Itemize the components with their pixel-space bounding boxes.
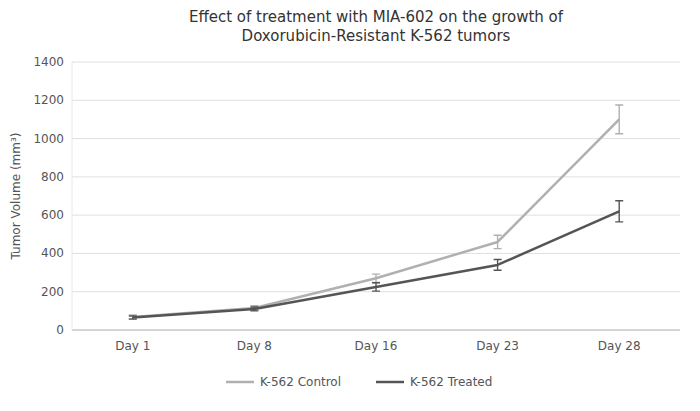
y-axis-line	[72, 62, 73, 330]
series	[129, 105, 623, 319]
error-bar	[129, 316, 137, 319]
error-bar	[615, 105, 623, 134]
y-tick-label: 1000	[33, 132, 64, 146]
legend-swatch	[226, 381, 254, 384]
error-bar	[494, 235, 502, 248]
title-line: Effect of treatment with MIA-602 on the …	[189, 8, 564, 26]
grid-line	[72, 215, 680, 216]
grid-line	[72, 330, 680, 331]
legend-label: K-562 Control	[260, 375, 341, 389]
data-layer	[129, 105, 623, 319]
series-line	[133, 119, 619, 317]
y-axis-label: Tumor Volume (mm³)	[9, 133, 23, 261]
background	[0, 0, 700, 411]
x-axis-line	[72, 330, 680, 331]
error-bar	[494, 260, 502, 271]
error-bar	[372, 283, 380, 291]
series	[129, 201, 623, 319]
legend-label: K-562 Treated	[410, 375, 492, 389]
y-tick-label: 1200	[33, 93, 64, 107]
x-tick-label: Day 1	[115, 339, 150, 353]
y-tick-label: 600	[41, 208, 64, 222]
grid-line	[72, 253, 680, 254]
title: Effect of treatment with MIA-602 on the …	[189, 8, 564, 45]
chart-svg: Effect of treatment with MIA-602 on the …	[0, 0, 700, 411]
grid-line	[72, 100, 680, 101]
error-bar	[250, 307, 258, 311]
x-tick-label: Day 28	[598, 339, 641, 353]
grid-line	[72, 62, 680, 63]
series-line	[133, 211, 619, 317]
error-bar	[372, 274, 380, 282]
x-tick-label: Day 16	[355, 339, 398, 353]
y-tick-label: 1400	[33, 55, 64, 69]
y-tick-label: 400	[41, 246, 64, 260]
chart-container: Effect of treatment with MIA-602 on the …	[0, 0, 700, 411]
x-tick-label: Day 8	[237, 339, 272, 353]
x-tick-label: Day 23	[476, 339, 519, 353]
legend: K-562 Control K-562 Treated	[226, 375, 492, 389]
title-line: Doxorubicin-Resistant K-562 tumors	[242, 27, 511, 45]
legend-swatch	[376, 381, 404, 384]
grid-line	[72, 176, 680, 177]
grid-line	[72, 138, 680, 139]
error-bar	[615, 201, 623, 222]
y-tick-label: 200	[41, 285, 64, 299]
y-tick-label: 0	[56, 323, 64, 337]
y-tick-label: 800	[41, 170, 64, 184]
grid	[72, 62, 680, 330]
